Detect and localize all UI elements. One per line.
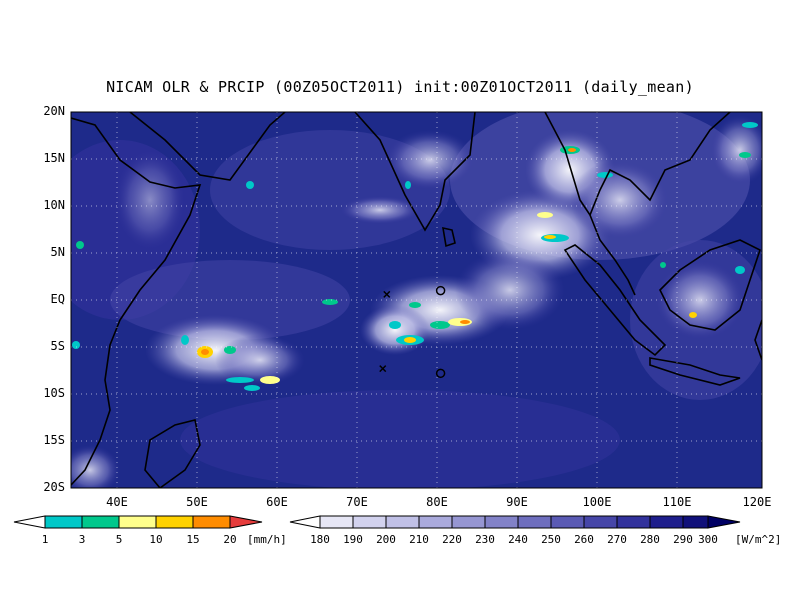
lat-label-5s: 5S bbox=[50, 339, 65, 353]
lat-label-5n: 5N bbox=[50, 245, 65, 259]
lon-label-100e: 100E bbox=[582, 495, 612, 509]
olr-tick-200: 200 bbox=[376, 533, 396, 546]
circle-marker bbox=[435, 285, 446, 296]
coastlines bbox=[71, 112, 762, 488]
lat-label-10n: 10N bbox=[43, 198, 65, 212]
olr-field bbox=[71, 112, 762, 488]
olr-tick-270: 270 bbox=[607, 533, 627, 546]
precip-tick-1: 1 bbox=[41, 533, 49, 546]
olr-tick-220: 220 bbox=[442, 533, 462, 546]
lat-label-15n: 15N bbox=[43, 151, 65, 165]
olr-tick-190: 190 bbox=[343, 533, 363, 546]
precip-tick-5: 5 bbox=[115, 533, 123, 546]
olr-tick-280: 280 bbox=[640, 533, 660, 546]
cross-marker bbox=[383, 290, 391, 298]
lon-label-60e: 60E bbox=[266, 495, 288, 509]
gridlines bbox=[71, 112, 762, 488]
precip-tick-15: 15 bbox=[186, 533, 200, 546]
lon-label-90e: 90E bbox=[506, 495, 528, 509]
lon-label-110e: 110E bbox=[662, 495, 692, 509]
markers bbox=[379, 285, 446, 379]
olr-colorbar bbox=[289, 515, 741, 529]
map-title: NICAM OLR & PRCIP (00Z05OCT2011) init:00… bbox=[106, 78, 694, 96]
map-frame bbox=[70, 111, 763, 489]
olr-tick-180: 180 bbox=[310, 533, 330, 546]
cross-marker bbox=[379, 365, 387, 373]
olr-unit: [W/m^2] bbox=[735, 533, 782, 546]
olr-tick-250: 250 bbox=[541, 533, 561, 546]
circle-marker bbox=[435, 368, 446, 379]
lon-label-50e: 50E bbox=[186, 495, 208, 509]
precip-unit: [mm/h] bbox=[247, 533, 287, 546]
precip-tick-20: 20 bbox=[223, 533, 237, 546]
lon-label-120e: 120E bbox=[742, 495, 772, 509]
lat-label-20n: 20N bbox=[43, 104, 65, 118]
olr-tick-240: 240 bbox=[508, 533, 528, 546]
precip-tick-10: 10 bbox=[149, 533, 163, 546]
olr-tick-300: 300 bbox=[698, 533, 718, 546]
precip-colorbar bbox=[13, 515, 263, 529]
lon-label-70e: 70E bbox=[346, 495, 368, 509]
olr-tick-260: 260 bbox=[574, 533, 594, 546]
lon-label-40e: 40E bbox=[106, 495, 128, 509]
lat-label-10s: 10S bbox=[43, 386, 65, 400]
olr-tick-230: 230 bbox=[475, 533, 495, 546]
lat-label-15s: 15S bbox=[43, 433, 65, 447]
olr-tick-290: 290 bbox=[673, 533, 693, 546]
precip-tick-3: 3 bbox=[78, 533, 86, 546]
lat-label-20s: 20S bbox=[43, 480, 65, 494]
precip-cells bbox=[72, 122, 758, 391]
lon-label-80e: 80E bbox=[426, 495, 448, 509]
olr-tick-210: 210 bbox=[409, 533, 429, 546]
lat-label-eq: EQ bbox=[50, 292, 65, 306]
